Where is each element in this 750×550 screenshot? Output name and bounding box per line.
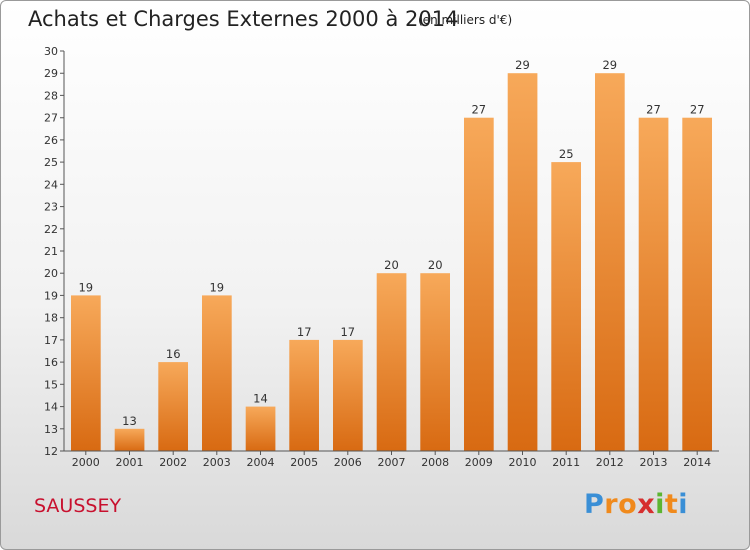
- bar-2012: [595, 73, 625, 451]
- bar-2000: [71, 295, 101, 451]
- x-tick-2001: 2001: [116, 456, 144, 469]
- logo-letter: i: [678, 489, 689, 520]
- bar-2002: [158, 362, 188, 451]
- x-tick-2007: 2007: [378, 456, 406, 469]
- y-tick-17: 17: [44, 334, 58, 347]
- value-label-2013: 27: [646, 103, 661, 117]
- bar-2010: [507, 73, 538, 451]
- y-tick-20: 20: [44, 267, 58, 280]
- value-label-2005: 17: [297, 325, 312, 339]
- y-tick-22: 22: [44, 223, 58, 236]
- x-tick-2011: 2011: [552, 456, 580, 469]
- y-tick-19: 19: [44, 289, 58, 302]
- logo-letter: i: [655, 489, 665, 520]
- bar-2013: [638, 117, 669, 451]
- bar-2004: [245, 406, 276, 451]
- value-label-2004: 14: [253, 392, 268, 406]
- y-tick-29: 29: [44, 67, 58, 80]
- value-label-2010: 29: [515, 58, 530, 72]
- value-label-2003: 19: [209, 280, 224, 294]
- y-tick-21: 21: [44, 245, 58, 258]
- logo-letter: t: [664, 489, 679, 520]
- x-tick-2005: 2005: [290, 456, 318, 469]
- value-label-2002: 16: [166, 347, 181, 361]
- y-tick-16: 16: [44, 356, 58, 369]
- x-tick-2010: 2010: [509, 456, 537, 469]
- proxiti-logo: Proxiti: [584, 489, 688, 520]
- logo-letter: P: [584, 489, 605, 520]
- x-tick-2002: 2002: [159, 456, 187, 469]
- bar-2014: [682, 117, 712, 451]
- y-tick-27: 27: [44, 112, 58, 125]
- y-tick-26: 26: [44, 134, 58, 147]
- y-tick-15: 15: [44, 378, 58, 391]
- value-label-2001: 13: [122, 414, 137, 428]
- x-tick-2006: 2006: [334, 456, 362, 469]
- y-tick-18: 18: [44, 312, 58, 325]
- bar-2007: [376, 273, 407, 451]
- x-tick-2003: 2003: [203, 456, 231, 469]
- y-tick-24: 24: [44, 178, 58, 191]
- bar-2001: [114, 428, 145, 451]
- value-label-2014: 27: [690, 103, 705, 117]
- y-tick-30: 30: [44, 45, 58, 58]
- logo-letter: r: [604, 489, 619, 520]
- bar-2005: [289, 339, 319, 451]
- x-tick-2012: 2012: [596, 456, 624, 469]
- x-tick-2008: 2008: [421, 456, 449, 469]
- x-tick-2000: 2000: [72, 456, 100, 469]
- x-tick-2014: 2014: [683, 456, 711, 469]
- x-tick-2004: 2004: [247, 456, 275, 469]
- x-tick-2013: 2013: [640, 456, 668, 469]
- x-tick-2009: 2009: [465, 456, 493, 469]
- y-tick-12: 12: [44, 445, 58, 458]
- bar-2011: [551, 162, 581, 451]
- logo-letter: x: [637, 489, 656, 520]
- value-label-2007: 20: [384, 258, 399, 272]
- y-tick-14: 14: [44, 401, 58, 414]
- value-label-2009: 27: [471, 103, 486, 117]
- bar-2006: [333, 339, 363, 451]
- value-label-2000: 19: [78, 280, 93, 294]
- value-label-2011: 25: [559, 147, 574, 161]
- place-name: SAUSSEY: [34, 495, 122, 517]
- value-label-2008: 20: [428, 258, 443, 272]
- y-tick-25: 25: [44, 156, 58, 169]
- y-tick-13: 13: [44, 423, 58, 436]
- chart-title: Achats et Charges Externes 2000 à 2014: [28, 7, 459, 31]
- bar-2009: [464, 117, 494, 451]
- bar-2008: [420, 273, 450, 451]
- bar-2003: [202, 295, 232, 451]
- y-tick-23: 23: [44, 201, 58, 214]
- chart-subtitle: (en milliers d'€): [418, 13, 513, 27]
- y-tick-28: 28: [44, 89, 58, 102]
- logo-letter: o: [618, 489, 638, 520]
- value-label-2012: 29: [602, 58, 617, 72]
- value-label-2006: 17: [340, 325, 355, 339]
